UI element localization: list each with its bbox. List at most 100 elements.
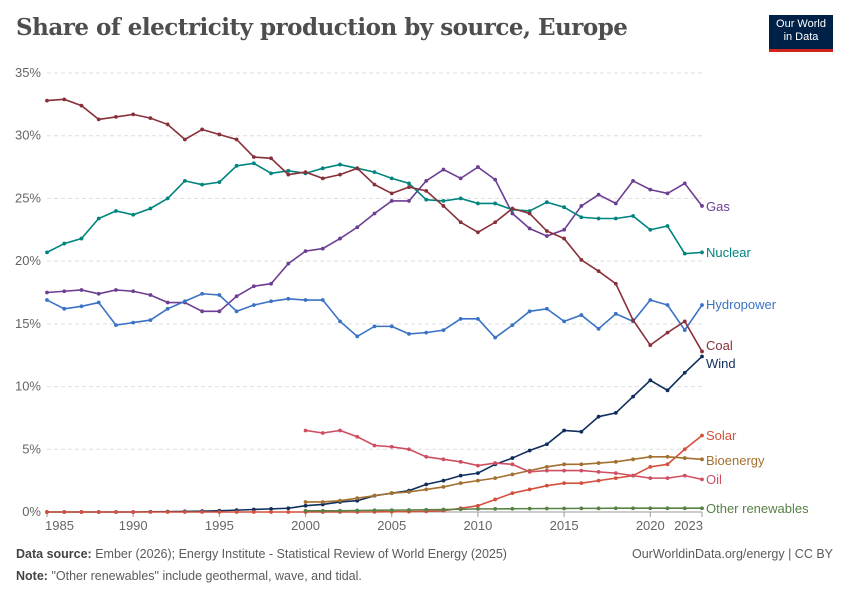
data-point-nuclear [338,162,342,167]
data-point-bioenergy [338,498,342,503]
data-point-coal [131,112,136,117]
data-point-gas [234,294,239,299]
data-point-oil [510,462,515,467]
data-point-other-renewables [458,507,463,512]
data-point-hydropower [700,303,704,307]
logo-line-1: Our World [776,18,826,30]
data-point-hydropower [62,306,67,311]
data-point-gas [407,199,411,203]
data-point-gas [493,177,498,182]
data-point-bioenergy [355,496,360,501]
data-point-nuclear [114,209,118,213]
data-point-solar [579,481,584,486]
data-point-bioenergy [648,454,653,459]
data-point-bioenergy [700,457,704,462]
data-point-hydropower [45,298,49,302]
data-point-solar [131,510,136,514]
data-point-solar [62,510,67,514]
data-point-nuclear [372,170,377,174]
data-point-oil [320,431,325,435]
data-point-coal [613,281,618,286]
x-tick-label: 2020 [636,518,665,533]
note: Note: "Other renewables" include geother… [16,569,362,583]
data-point-other-renewables [544,506,549,511]
data-point-nuclear [234,163,239,168]
data-point-other-renewables [476,506,480,511]
data-point-oil [562,468,567,473]
data-point-nuclear [424,197,429,202]
data-point-solar [493,497,498,502]
data-point-hydropower [562,319,567,324]
data-point-bioenergy [579,462,584,467]
data-point-wind [700,354,704,359]
data-point-nuclear [493,201,498,206]
data-point-wind [424,482,429,487]
url-license[interactable]: OurWorldinData.org/energy | CC BY [631,547,833,561]
data-point-gas [562,227,567,232]
data-point-oil [355,434,360,439]
data-point-hydropower [355,334,360,339]
data-point-coal [338,172,342,177]
data-point-gas [303,249,308,254]
data-point-coal [441,204,446,208]
data-point-coal [320,176,325,181]
data-point-coal [234,137,239,142]
data-point-hydropower [510,323,515,328]
data-point-coal [562,236,567,241]
data-point-gas [700,204,704,208]
data-point-oil [527,469,532,474]
data-point-gas [217,309,222,314]
data-point-oil [407,447,411,452]
data-point-bioenergy [424,487,429,492]
data-point-nuclear [45,250,49,255]
data-point-nuclear [700,250,704,255]
data-point-oil [579,468,584,473]
data-point-other-renewables [700,506,704,511]
data-point-coal [389,191,394,196]
data-point-wind [665,388,670,393]
data-point-gas [424,178,429,183]
data-point-coal [79,103,84,108]
data-point-hydropower [544,306,549,311]
data-point-gas [682,181,687,186]
data-point-oil [596,469,601,474]
data-point-oil [493,461,498,465]
data-point-hydropower [682,328,687,333]
data-point-hydropower [648,298,653,302]
series-line-hydropower [46,292,703,339]
data-point-hydropower [217,293,222,297]
data-point-wind [303,503,308,508]
data-point-wind [682,370,687,375]
data-point-nuclear [131,212,136,217]
data-point-nuclear [441,199,446,203]
data-point-coal [148,116,153,121]
x-tick-label: 1990 [119,518,148,533]
data-point-solar [648,464,653,469]
data-point-gas [114,288,118,292]
data-point-hydropower [303,298,308,302]
note-label: Note: [16,569,48,583]
data-point-coal [476,230,480,235]
data-point-solar [165,510,170,514]
data-point-coal [631,318,635,322]
data-point-bioenergy [631,457,635,462]
data-point-oil [648,476,653,481]
data-point-bioenergy [441,485,446,489]
data-point-solar [251,510,256,514]
data-point-gas [355,225,360,230]
data-point-nuclear [476,201,480,206]
y-tick-label: 35% [15,65,41,80]
data-point-solar [286,510,291,514]
data-point-solar [596,478,601,483]
data-point-coal [665,330,670,335]
source-text[interactable]: Ember (2026); Energy Institute - Statist… [95,547,507,561]
data-point-coal [303,170,308,174]
data-point-coal [217,132,222,137]
data-point-coal [165,122,170,127]
x-tick-label: 2015 [550,518,579,533]
owid-logo[interactable]: Our World in Data [769,15,833,52]
data-point-solar [562,481,567,486]
data-point-gas [596,192,601,197]
data-point-hydropower [424,330,429,335]
